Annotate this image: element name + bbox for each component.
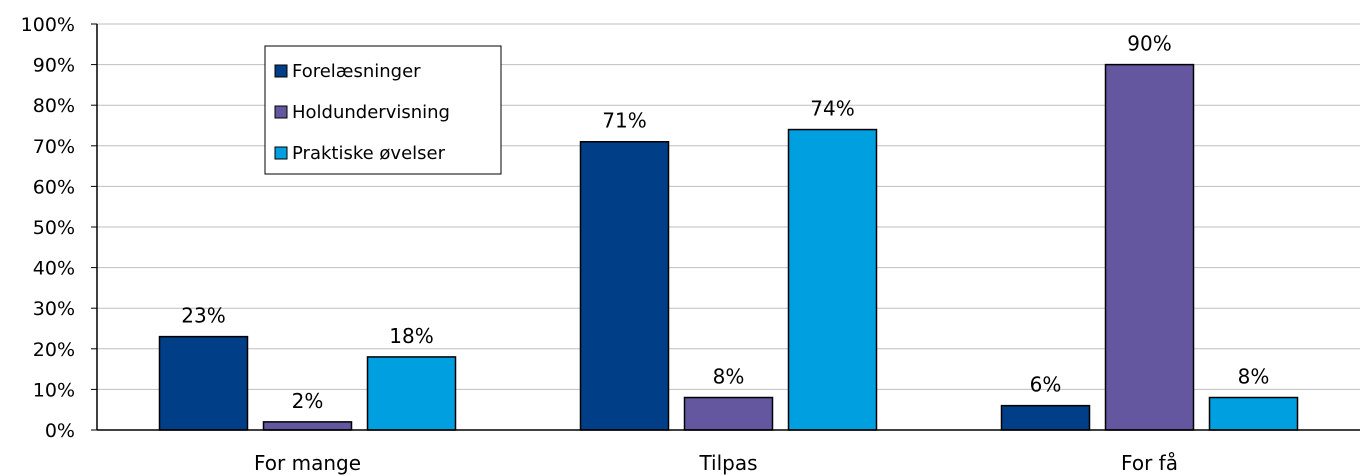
legend-swatch xyxy=(274,146,288,160)
legend-label: Praktiske øvelser xyxy=(292,143,446,164)
legend-label: Forelæsninger xyxy=(292,61,421,82)
x-category-label: For mange xyxy=(254,451,361,475)
bar xyxy=(158,335,249,431)
bar xyxy=(1000,404,1091,431)
legend-swatch xyxy=(274,64,288,78)
legend: Forelæsninger Holdundervisning Praktiske ø… xyxy=(264,45,502,175)
y-tick-label: 40% xyxy=(33,258,75,280)
data-label: 2% xyxy=(292,389,324,413)
axes xyxy=(96,24,1360,431)
bar xyxy=(787,128,878,431)
bar xyxy=(683,396,774,431)
y-tick-label: 50% xyxy=(33,217,75,239)
y-tick-label: 100% xyxy=(21,14,75,36)
bar xyxy=(1208,396,1299,431)
data-label: 90% xyxy=(1127,32,1171,56)
bars xyxy=(158,63,1299,431)
y-tick-label: 60% xyxy=(33,176,75,198)
data-label: 18% xyxy=(389,324,433,348)
legend-box xyxy=(264,45,502,175)
y-tick-label: 0% xyxy=(45,420,75,442)
x-axis-categories: For mange Tilpas For få xyxy=(254,451,1178,475)
x-category-label: For få xyxy=(1121,451,1178,475)
data-label: 71% xyxy=(602,109,646,133)
data-label: 8% xyxy=(713,365,745,389)
data-label: 23% xyxy=(181,304,225,328)
bar xyxy=(579,140,670,431)
x-category-label: Tilpas xyxy=(698,451,757,475)
y-tick-label: 20% xyxy=(33,339,75,361)
y-tick-label: 90% xyxy=(33,55,75,77)
y-axis-ticks: 0% 10% 20% 30% 40% 50% 60% 70% 80% 90% 100% xyxy=(21,14,97,442)
y-tick-label: 80% xyxy=(33,95,75,117)
data-label: 74% xyxy=(810,97,854,121)
data-label: 6% xyxy=(1030,373,1062,397)
bar xyxy=(262,421,353,431)
y-tick-label: 10% xyxy=(33,379,75,401)
bar xyxy=(1104,63,1195,431)
data-label: 8% xyxy=(1238,365,1270,389)
y-tick-label: 30% xyxy=(33,298,75,320)
legend-swatch xyxy=(274,105,288,119)
legend-label: Holdundervisning xyxy=(292,102,450,123)
y-tick-label: 70% xyxy=(33,136,75,158)
bar xyxy=(366,356,457,431)
data-labels: 23% 2% 18% 71% 8% 74% 6% 90% 8% xyxy=(181,32,1269,413)
